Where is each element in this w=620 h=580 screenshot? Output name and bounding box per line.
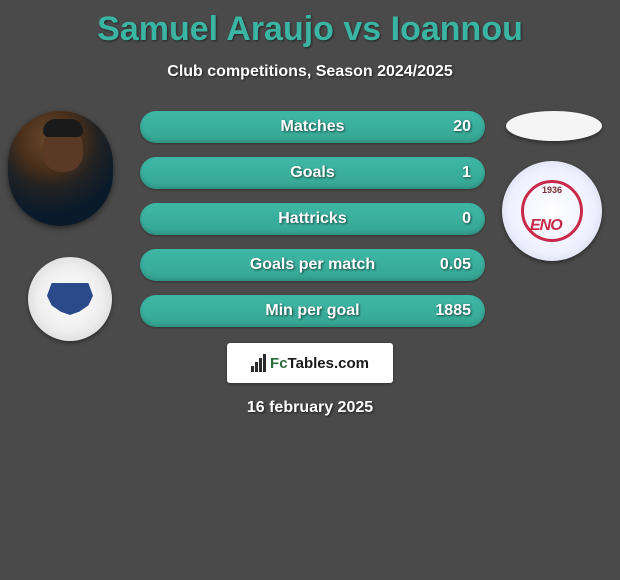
stat-bar: Goals per match 0.05: [140, 249, 485, 281]
stat-value: 0.05: [440, 256, 471, 274]
stat-bar: Min per goal 1885: [140, 295, 485, 327]
comparison-date: 16 february 2025: [0, 399, 620, 417]
club-right-ring-icon: [521, 180, 583, 242]
player-left-avatar: [8, 111, 113, 226]
stat-bar: Goals 1: [140, 157, 485, 189]
stat-bar: Hattricks 0: [140, 203, 485, 235]
source-logo: FcTables.com: [227, 343, 393, 383]
stat-label: Matches: [280, 118, 344, 136]
comparison-title: Samuel Araujo vs Ioannou: [0, 0, 620, 49]
stat-value: 20: [453, 118, 471, 136]
date-row: 16 february 2025: [0, 399, 620, 417]
club-right-badge: [502, 161, 602, 261]
stat-label: Hattricks: [278, 210, 346, 228]
comparison-subtitle: Club competitions, Season 2024/2025: [0, 63, 620, 81]
stat-value: 1885: [435, 302, 471, 320]
player-right-avatar: [506, 111, 602, 141]
club-left-badge: [28, 257, 112, 341]
stat-value: 0: [462, 210, 471, 228]
source-logo-text: FcTables.com: [270, 355, 369, 372]
club-left-shield-icon: [47, 283, 93, 315]
stat-label: Min per goal: [265, 302, 359, 320]
stat-label: Goals per match: [250, 256, 375, 274]
stat-label: Goals: [290, 164, 334, 182]
bar-chart-icon: [251, 354, 266, 372]
stat-value: 1: [462, 164, 471, 182]
stat-bar: Matches 20: [140, 111, 485, 143]
stats-bars: Matches 20 Goals 1 Hattricks 0 Goals per…: [140, 111, 485, 341]
